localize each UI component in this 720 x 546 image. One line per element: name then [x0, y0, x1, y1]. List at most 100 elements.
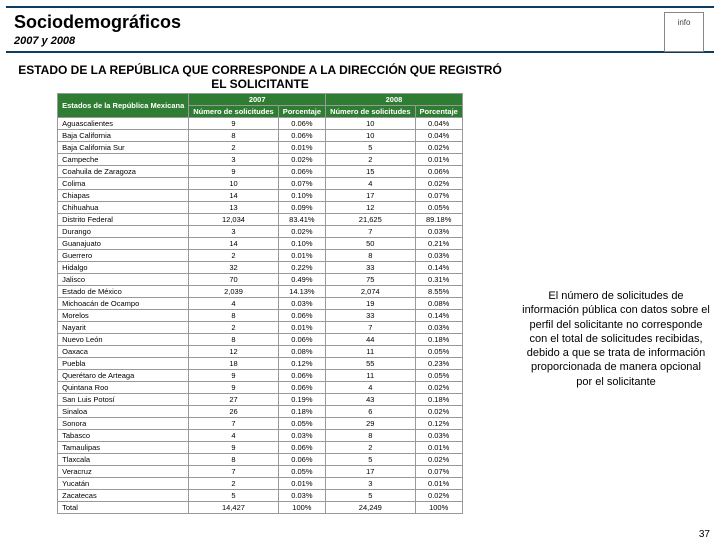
cell-n1: 9 — [189, 382, 278, 394]
cell-n1: 7 — [189, 418, 278, 430]
cell-p2: 100% — [415, 502, 462, 514]
table-row: Guanajuato140.10%500.21% — [58, 238, 463, 250]
cell-n2: 6 — [326, 406, 415, 418]
cell-state: Tamaulipas — [58, 442, 189, 454]
cell-p1: 0.09% — [278, 202, 325, 214]
cell-state: Tlaxcala — [58, 454, 189, 466]
cell-p2: 0.03% — [415, 430, 462, 442]
table-row: Tamaulipas90.06%20.01% — [58, 442, 463, 454]
cell-n2: 8 — [326, 250, 415, 262]
cell-n1: 8 — [189, 130, 278, 142]
cell-p2: 0.03% — [415, 250, 462, 262]
cell-state: Hidalgo — [58, 262, 189, 274]
cell-p2: 0.18% — [415, 394, 462, 406]
cell-p2: 0.18% — [415, 334, 462, 346]
cell-n2: 2 — [326, 442, 415, 454]
cell-n2: 4 — [326, 178, 415, 190]
cell-p2: 0.02% — [415, 178, 462, 190]
table-row: Oaxaca120.08%110.05% — [58, 346, 463, 358]
col-num2: Número de solicitudes — [326, 106, 415, 118]
table-row: Total14,427100%24,249100% — [58, 502, 463, 514]
cell-n2: 7 — [326, 322, 415, 334]
cell-n1: 10 — [189, 178, 278, 190]
cell-p2: 0.02% — [415, 382, 462, 394]
cell-n2: 5 — [326, 142, 415, 154]
table-row: Nayarit20.01%70.03% — [58, 322, 463, 334]
cell-p1: 0.06% — [278, 442, 325, 454]
cell-n1: 5 — [189, 490, 278, 502]
table-row: Durango30.02%70.03% — [58, 226, 463, 238]
cell-p2: 0.03% — [415, 322, 462, 334]
cell-p1: 0.06% — [278, 382, 325, 394]
cell-n2: 11 — [326, 346, 415, 358]
cell-p2: 0.05% — [415, 202, 462, 214]
cell-state: Guerrero — [58, 250, 189, 262]
cell-p2: 0.07% — [415, 190, 462, 202]
cell-n1: 9 — [189, 370, 278, 382]
header-bar: Sociodemográficos 2007 y 2008 info — [6, 6, 714, 53]
cell-n1: 8 — [189, 310, 278, 322]
cell-p1: 0.05% — [278, 418, 325, 430]
cell-p1: 14.13% — [278, 286, 325, 298]
cell-p2: 0.04% — [415, 130, 462, 142]
cell-n1: 8 — [189, 334, 278, 346]
table-row: Morelos80.06%330.14% — [58, 310, 463, 322]
cell-n1: 32 — [189, 262, 278, 274]
cell-n2: 10 — [326, 118, 415, 130]
cell-state: Guanajuato — [58, 238, 189, 250]
cell-p1: 0.08% — [278, 346, 325, 358]
table-row: Tabasco40.03%80.03% — [58, 430, 463, 442]
cell-p1: 0.49% — [278, 274, 325, 286]
page-number: 37 — [699, 529, 710, 540]
col-year1: 2007 — [189, 94, 326, 106]
table-row: Michoacán de Ocampo40.03%190.08% — [58, 298, 463, 310]
cell-n2: 12 — [326, 202, 415, 214]
cell-n2: 24,249 — [326, 502, 415, 514]
cell-p2: 0.03% — [415, 226, 462, 238]
cell-n1: 14 — [189, 238, 278, 250]
table-row: Querétaro de Arteaga90.06%110.05% — [58, 370, 463, 382]
cell-p1: 0.06% — [278, 454, 325, 466]
cell-p2: 0.21% — [415, 238, 462, 250]
cell-p2: 0.07% — [415, 466, 462, 478]
col-num1: Número de solicitudes — [189, 106, 278, 118]
cell-p2: 0.01% — [415, 442, 462, 454]
note-column: El número de solicitudes de información … — [510, 59, 710, 514]
cell-n1: 18 — [189, 358, 278, 370]
cell-state: Sonora — [58, 418, 189, 430]
cell-state: Morelos — [58, 310, 189, 322]
cell-state: Baja California Sur — [58, 142, 189, 154]
cell-n2: 4 — [326, 382, 415, 394]
table-row: Yucatán20.01%30.01% — [58, 478, 463, 490]
table-row: Puebla180.12%550.23% — [58, 358, 463, 370]
cell-p1: 0.06% — [278, 130, 325, 142]
cell-n2: 19 — [326, 298, 415, 310]
cell-state: Nuevo León — [58, 334, 189, 346]
cell-n2: 17 — [326, 190, 415, 202]
cell-p2: 0.23% — [415, 358, 462, 370]
cell-n2: 43 — [326, 394, 415, 406]
cell-n1: 7 — [189, 466, 278, 478]
cell-p2: 0.02% — [415, 142, 462, 154]
cell-state: Puebla — [58, 358, 189, 370]
cell-p2: 0.01% — [415, 154, 462, 166]
table-row: Estado de México2,03914.13%2,0748.55% — [58, 286, 463, 298]
cell-p2: 0.31% — [415, 274, 462, 286]
cell-state: Tabasco — [58, 430, 189, 442]
cell-p2: 0.12% — [415, 418, 462, 430]
cell-p2: 0.02% — [415, 490, 462, 502]
table-row: Quintana Roo90.06%40.02% — [58, 382, 463, 394]
table-row: Guerrero20.01%80.03% — [58, 250, 463, 262]
cell-state: Yucatán — [58, 478, 189, 490]
cell-n2: 15 — [326, 166, 415, 178]
page-subtitle: 2007 y 2008 — [14, 35, 706, 47]
cell-state: Coahuila de Zaragoza — [58, 166, 189, 178]
cell-n1: 3 — [189, 226, 278, 238]
cell-n2: 2 — [326, 154, 415, 166]
cell-n1: 26 — [189, 406, 278, 418]
cell-state: Sinaloa — [58, 406, 189, 418]
cell-p1: 0.01% — [278, 322, 325, 334]
col-pct2: Porcentaje — [415, 106, 462, 118]
table-row: San Luis Potosí270.19%430.18% — [58, 394, 463, 406]
cell-n1: 14 — [189, 190, 278, 202]
